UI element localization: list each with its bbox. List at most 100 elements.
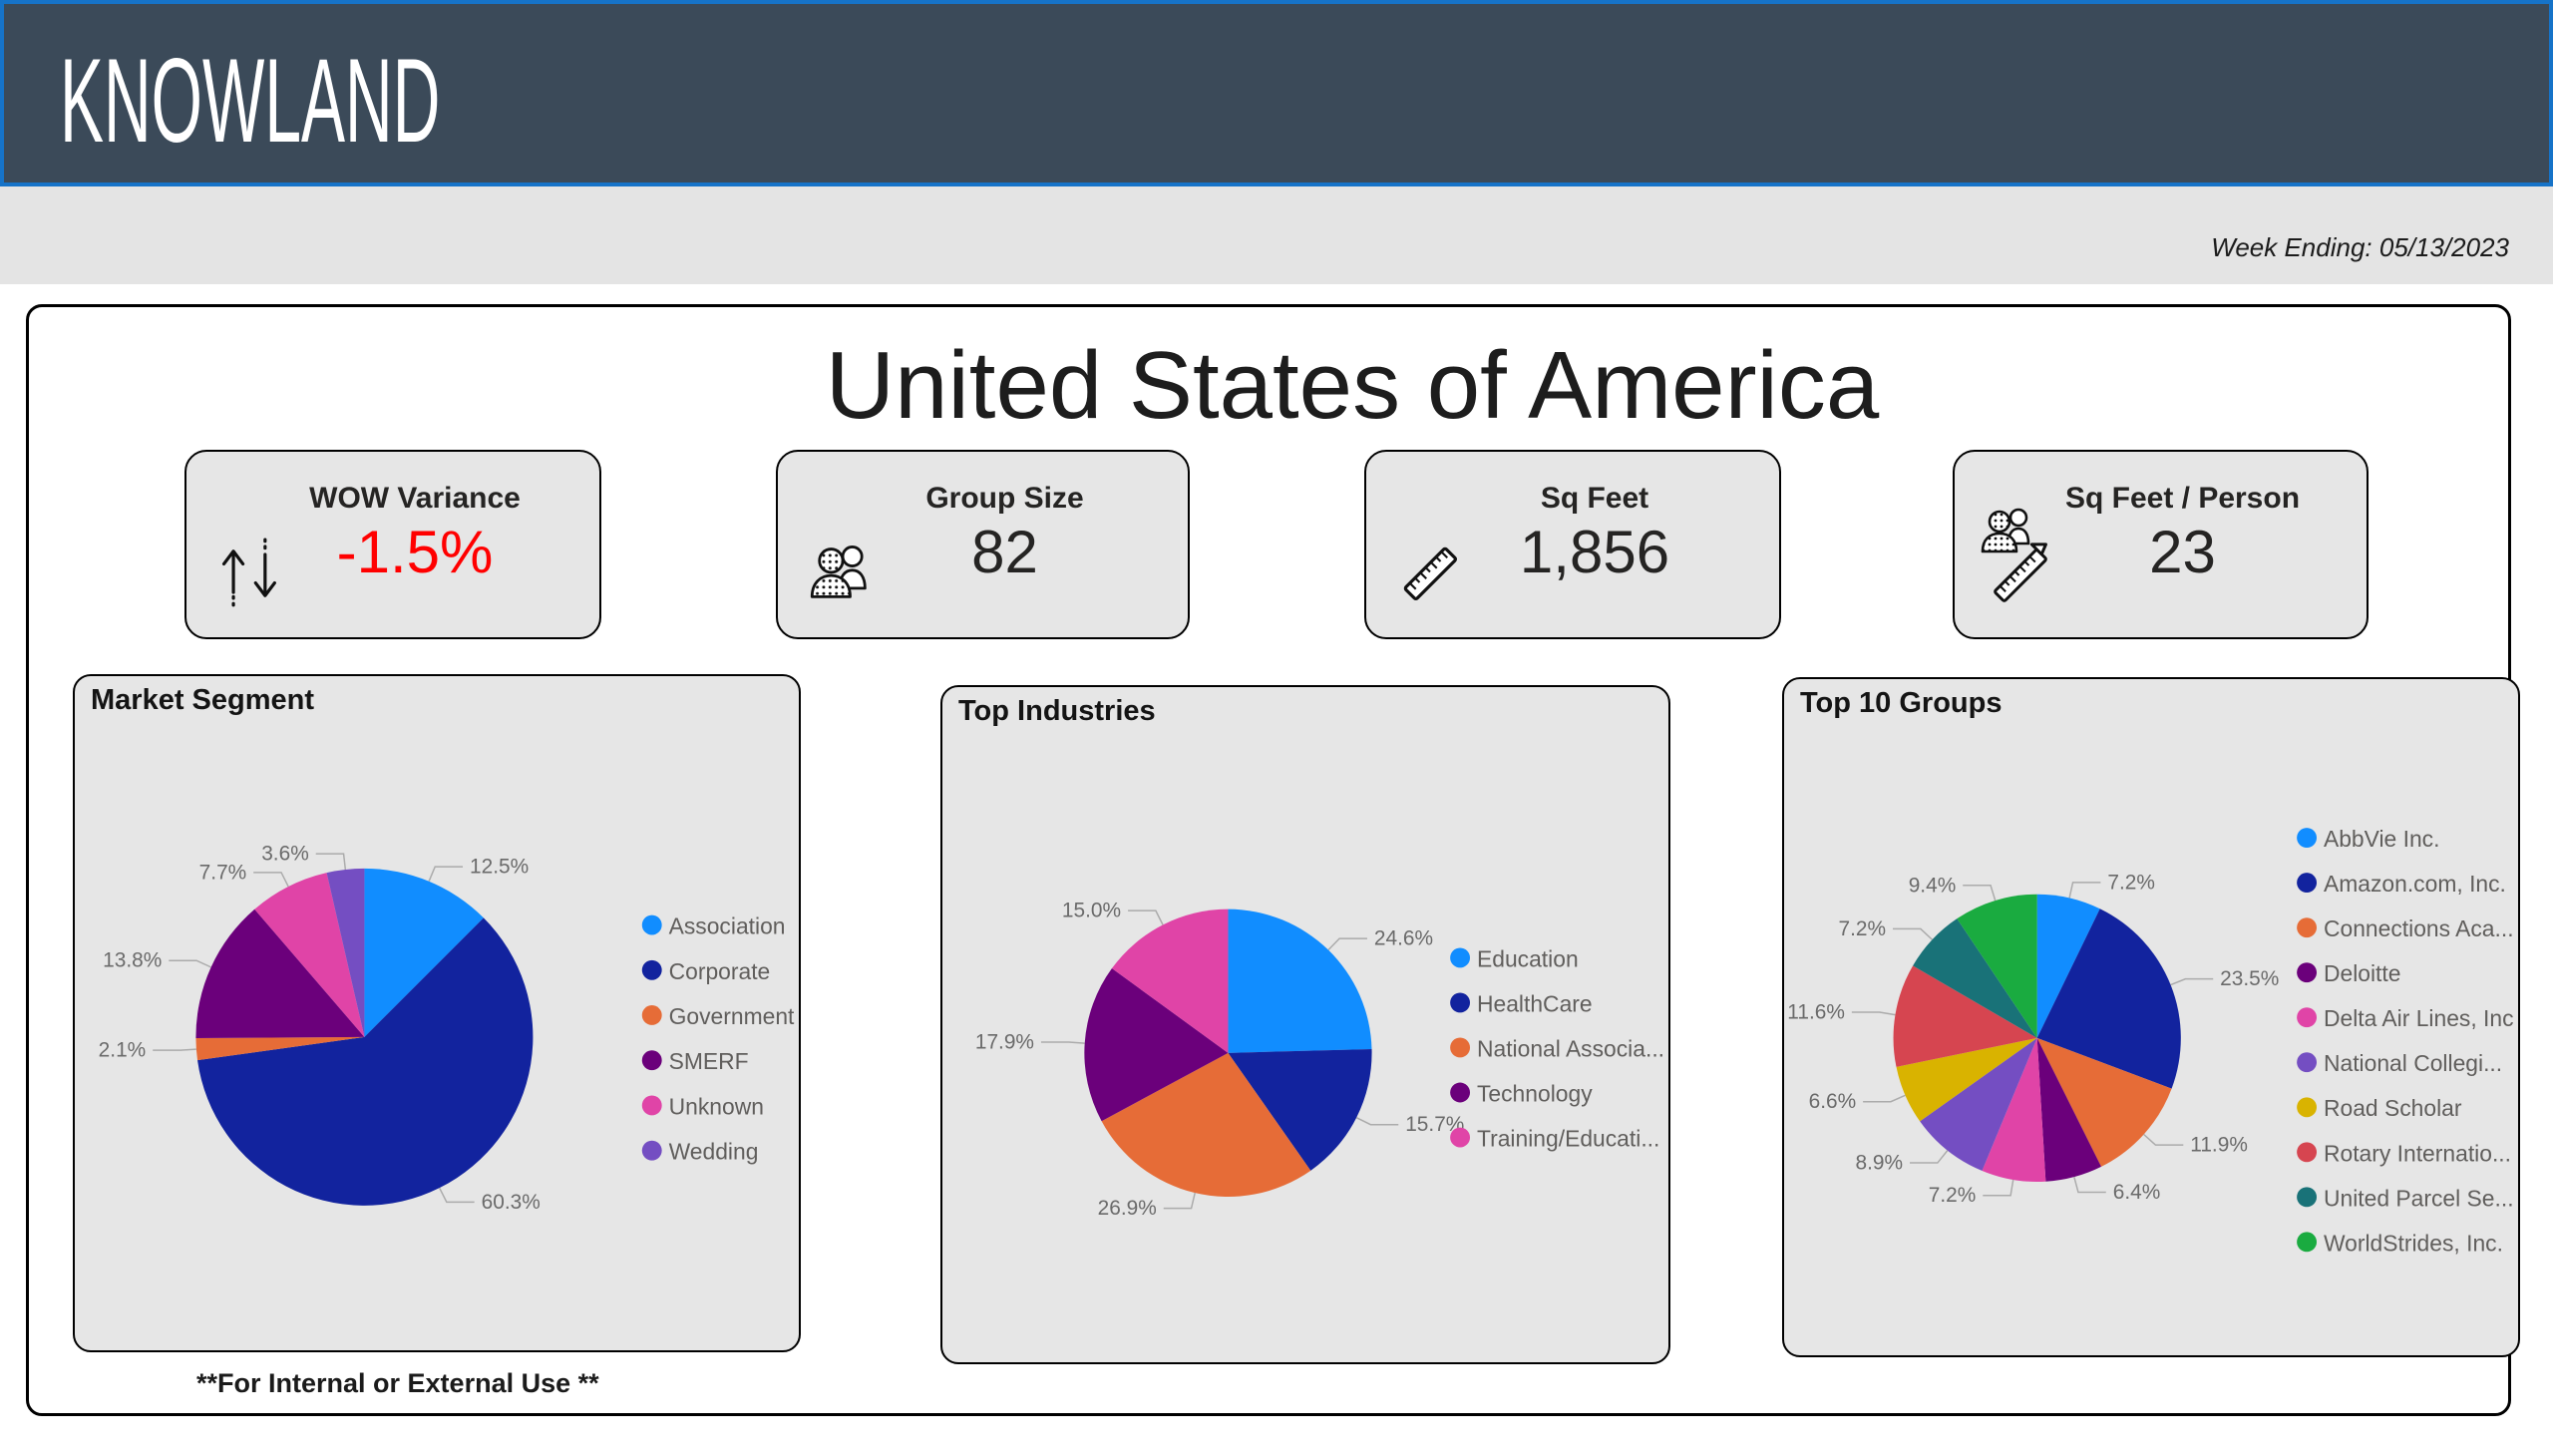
legend-swatch [1450, 947, 1471, 968]
pie-data-label: 26.9% [1098, 1197, 1157, 1220]
kpi-card-wow-variance[interactable]: WOW Variance -1.5% [184, 450, 601, 639]
legend-item[interactable]: National Associa... [1450, 1035, 1664, 1061]
pie-slice-delta-air-lines-inc[interactable] [1982, 1037, 2046, 1182]
legend-item[interactable]: Corporate [641, 958, 770, 984]
legend-swatch [2297, 1097, 2318, 1118]
chart-title: Market Segment [91, 684, 315, 716]
pie-data-label: 13.8% [103, 949, 162, 972]
legend-label: Unknown [669, 1093, 764, 1119]
kpi-card-group-size[interactable]: Group Size 82 [776, 450, 1190, 639]
pie-slice-road-scholar[interactable] [1896, 1037, 2037, 1122]
pie-leader-line [1355, 1116, 1399, 1126]
pie-leader-line [153, 1048, 196, 1051]
legend-swatch [2297, 1007, 2318, 1028]
pie-data-label: 7.2% [1839, 917, 1887, 940]
legend-item[interactable]: Deloitte [2297, 960, 2400, 986]
pie-leader-line [1327, 937, 1367, 951]
pie-leader-line [439, 1187, 475, 1204]
pie-leader-line [1893, 927, 1934, 940]
pie-slice-connections-aca[interactable] [2036, 1037, 2172, 1167]
top-10-groups-pie-chart: 7.2% 23.5% 11.9% 6.4% 7.2% 8.9% 6.6% 11.6% 7.2% 9… [1787, 826, 2514, 1256]
kpi-value: 1,856 [1519, 519, 1670, 585]
legend-item[interactable]: Connections Aca... [2297, 915, 2514, 941]
legend-item[interactable]: United Parcel Se... [2297, 1185, 2514, 1211]
pie-slice-smerf[interactable] [195, 909, 365, 1038]
kpi-card-sq-feet[interactable]: Sq Feet 1,856 [1364, 450, 1781, 639]
kpi-value: 23 [2149, 519, 2216, 585]
kpi-card-sq-feet-per-person[interactable]: Sq Feet / Person 23 [1953, 450, 2369, 639]
chart-title: Top 10 Groups [1800, 687, 2003, 719]
legend-item[interactable]: Rotary Internatio... [2297, 1140, 2511, 1166]
pie-slice-deloitte[interactable] [2036, 1037, 2101, 1182]
legend-label: National Associa... [1477, 1035, 1664, 1061]
pie-data-label: 17.9% [975, 1030, 1034, 1053]
pie-data-label: 24.6% [1374, 927, 1433, 950]
legend-item[interactable]: Technology [1450, 1080, 1593, 1106]
legend-swatch [2297, 962, 2318, 983]
pie-slice-government[interactable] [195, 1036, 365, 1061]
legend-label: Delta Air Lines, Inc [2324, 1005, 2514, 1031]
pie-slice-national-collegi[interactable] [1920, 1037, 2037, 1171]
pie-leader-line [1851, 1011, 1896, 1016]
legend-item[interactable]: WorldStrides, Inc. [2297, 1230, 2503, 1256]
legend-swatch [641, 1050, 662, 1071]
legend-swatch [641, 914, 662, 935]
pie-slice-corporate[interactable] [197, 917, 534, 1206]
legend-item[interactable]: HealthCare [1450, 990, 1593, 1016]
pie-slice-amazon-com-inc[interactable] [2036, 909, 2181, 1089]
ruler-icon [1396, 538, 1464, 609]
pie-data-label: 7.2% [1929, 1184, 1977, 1207]
pie-slice-abbvie-inc[interactable] [2036, 894, 2100, 1038]
legend-swatch [641, 959, 662, 980]
pie-slice-national-associa[interactable] [1101, 1052, 1311, 1197]
pie-slice-worldstrides-inc[interactable] [1957, 894, 2037, 1038]
legend-item[interactable]: Wedding [641, 1139, 759, 1165]
legend-item[interactable]: Education [1450, 945, 1579, 971]
panel-top-industries: 24.6% 15.7% 26.9% 17.9% 15.0% Education Health… [940, 685, 1670, 1364]
pie-data-label: 6.4% [2113, 1181, 2161, 1204]
legend-item[interactable]: Amazon.com, Inc. [2297, 871, 2506, 897]
pie-data-label: 9.4% [1909, 874, 1957, 897]
legend-item[interactable]: Delta Air Lines, Inc [2297, 1005, 2514, 1031]
legend-label: AbbVie Inc. [2324, 826, 2440, 852]
pie-leader-line [315, 853, 347, 871]
chart-title: Top Industries [958, 695, 1156, 727]
panel-market-segment: 12.5% 60.3% 2.1% 13.8% 7.7% 3.6% Association Co… [73, 674, 801, 1352]
footer-disclaimer: **For Internal or External Use ** [196, 1368, 599, 1398]
legend-swatch [2297, 1187, 2318, 1208]
kpi-value: 82 [971, 519, 1038, 585]
legend-item[interactable]: Unknown [641, 1093, 764, 1119]
legend-swatch [2297, 1052, 2318, 1073]
legend-item[interactable]: SMERF [641, 1048, 749, 1074]
legend-item[interactable]: Association [641, 913, 786, 939]
brand-logo-text: KNOWLAND [60, 34, 441, 168]
legend-swatch [2297, 1142, 2318, 1163]
legend-item[interactable]: AbbVie Inc. [2297, 826, 2439, 852]
pie-slice-wedding[interactable] [326, 868, 365, 1037]
kpi-title: WOW Variance [309, 482, 521, 515]
pie-leader-line [1128, 910, 1164, 925]
pie-slice-technology[interactable] [1084, 968, 1229, 1122]
pie-slice-unknown[interactable] [254, 873, 365, 1037]
pie-slice-education[interactable] [1228, 909, 1372, 1053]
pie-leader-line [2068, 882, 2101, 899]
legend-swatch [641, 1005, 662, 1025]
legend-item[interactable]: Training/Educati... [1450, 1126, 1659, 1152]
legend-item[interactable]: National Collegi... [2297, 1050, 2502, 1076]
kpi-title: Sq Feet [1540, 482, 1649, 515]
legend-label: Technology [1477, 1080, 1593, 1106]
pie-slice-rotary-internatio[interactable] [1893, 965, 2037, 1067]
arrows-up-down-icon [216, 538, 284, 609]
pie-slice-united-parcel-se[interactable] [1913, 918, 2037, 1038]
legend-item[interactable]: Government [641, 1003, 795, 1029]
pie-data-label: 7.7% [199, 861, 247, 884]
pie-data-label: 7.2% [2107, 871, 2155, 894]
kpi-value: -1.5% [336, 519, 494, 585]
pie-slice-association[interactable] [364, 868, 484, 1037]
legend-label: National Collegi... [2324, 1050, 2502, 1076]
pie-data-label: 15.7% [1405, 1113, 1464, 1136]
pie-slice-training-educati[interactable] [1111, 909, 1229, 1053]
pie-slice-healthcare[interactable] [1228, 1048, 1372, 1171]
legend-item[interactable]: Road Scholar [2297, 1095, 2462, 1121]
